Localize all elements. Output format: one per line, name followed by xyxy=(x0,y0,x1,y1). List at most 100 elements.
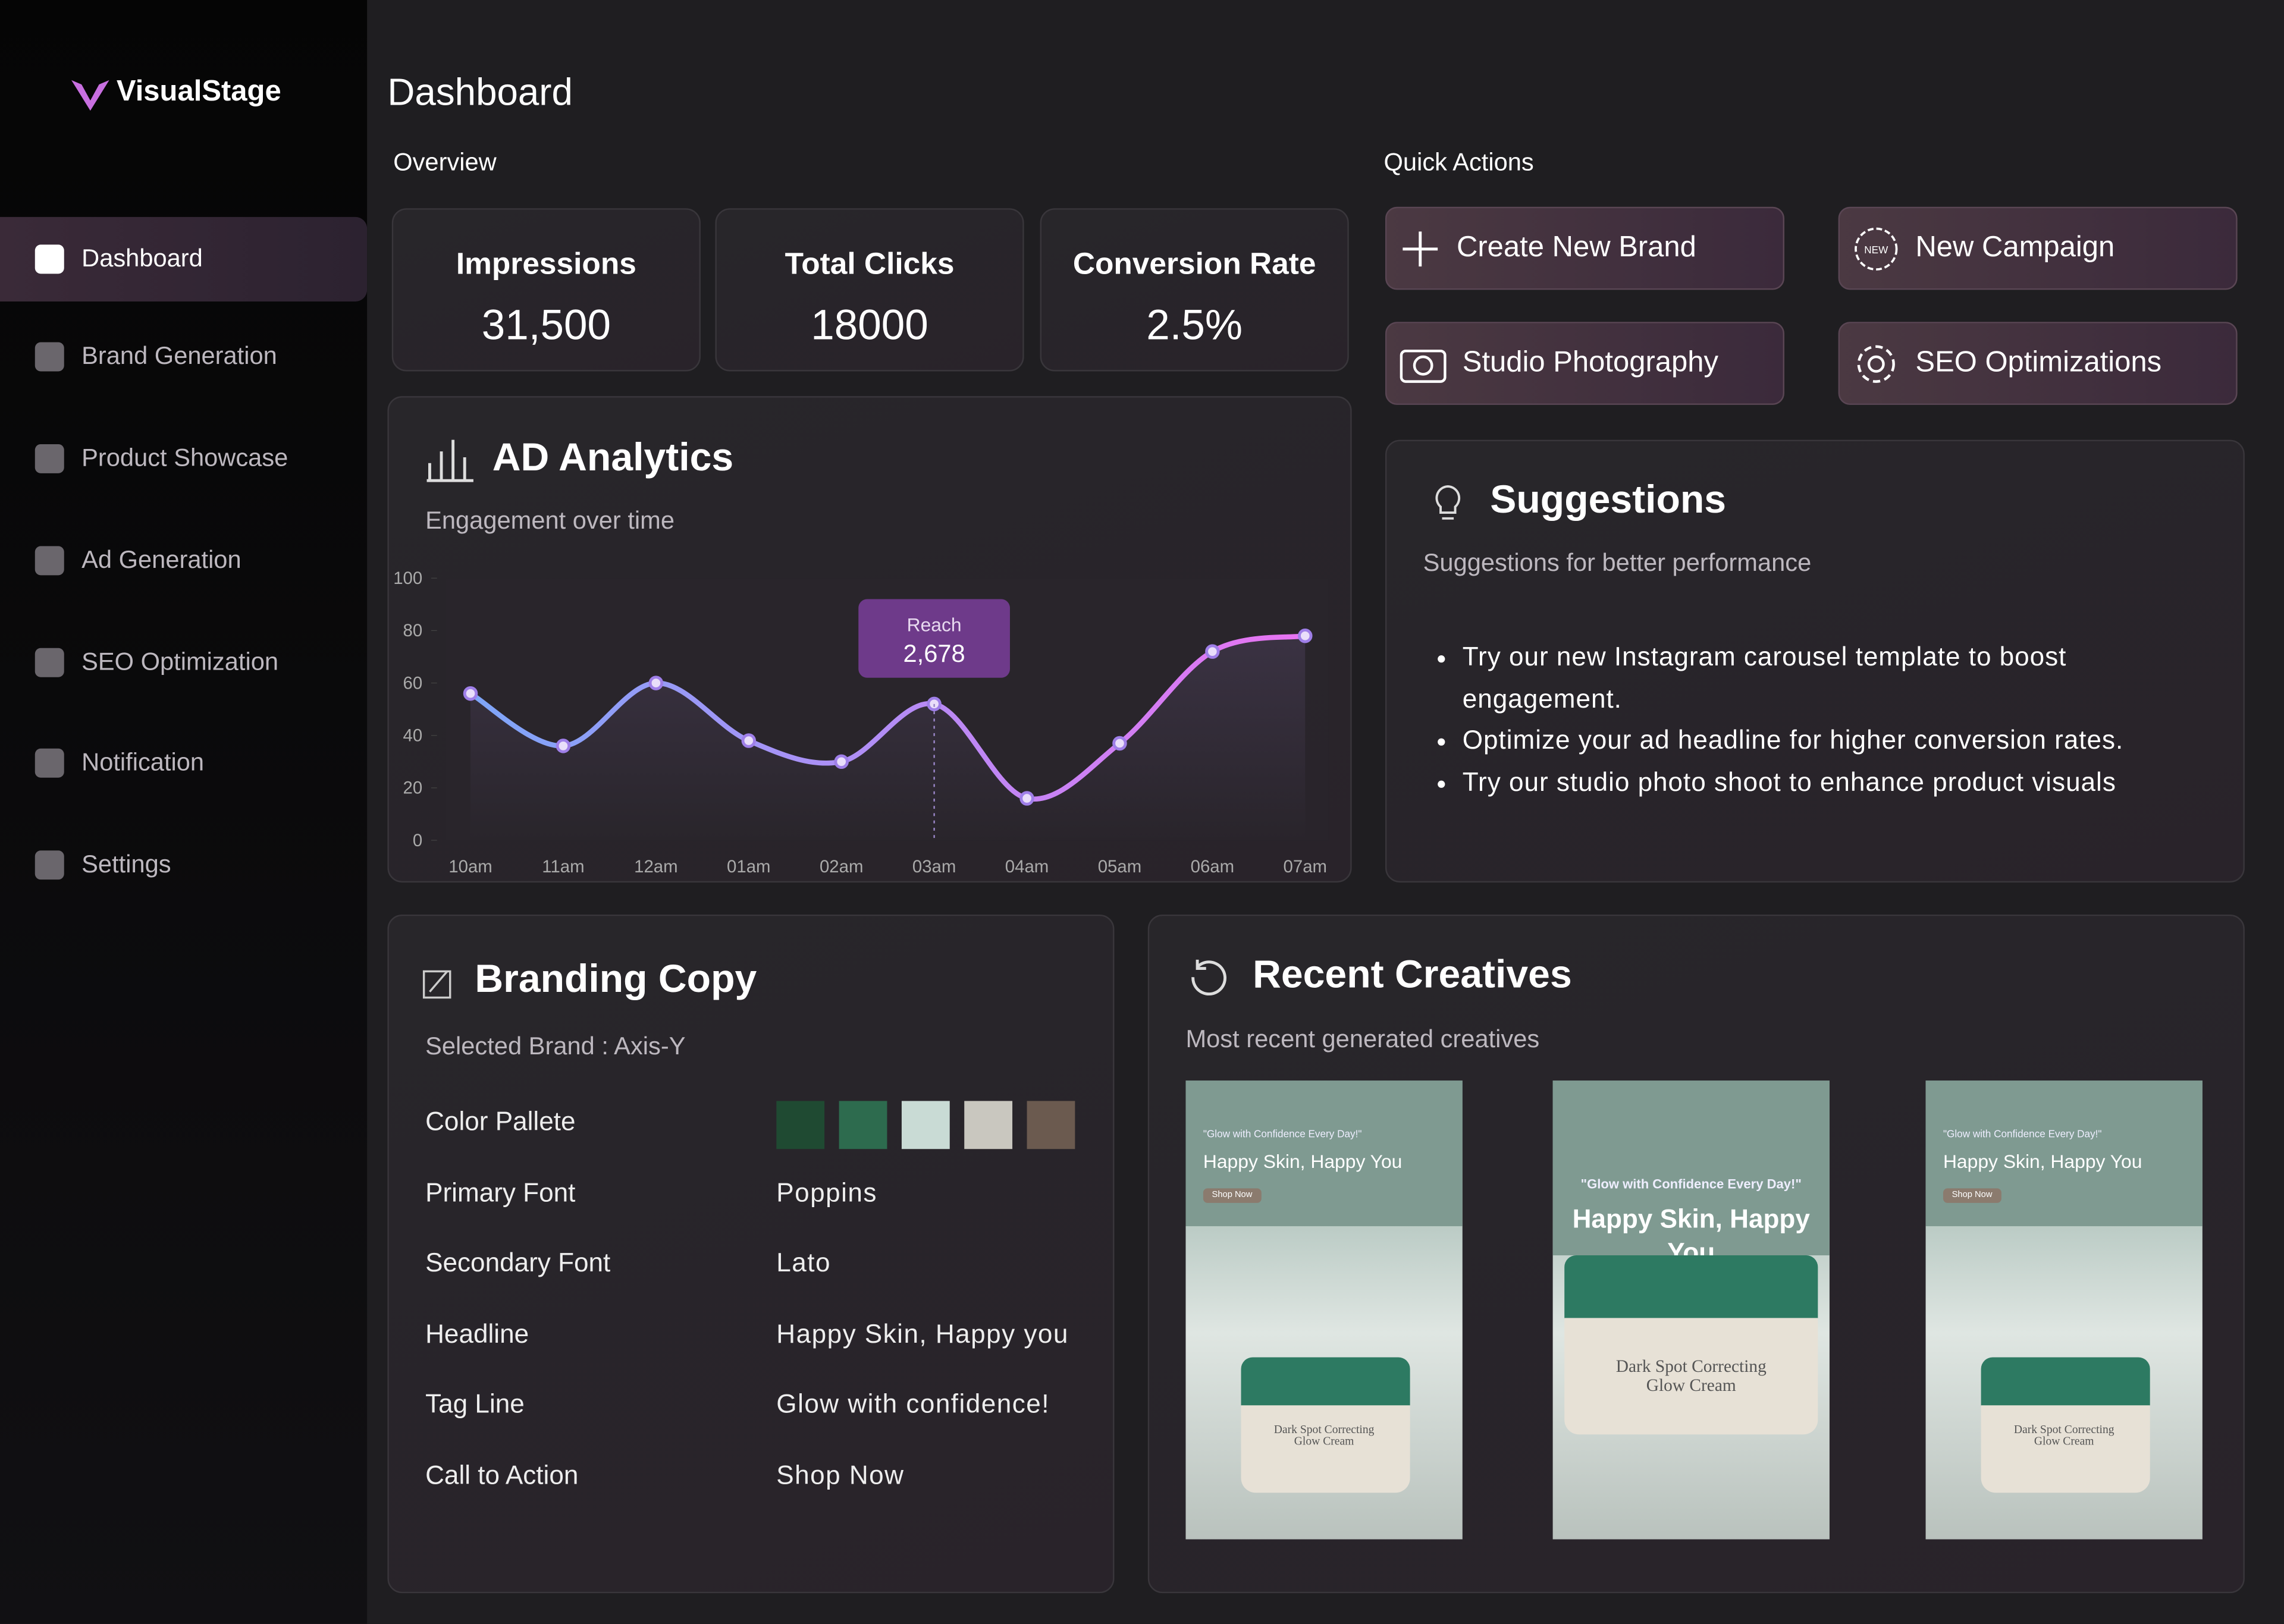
nav-icon xyxy=(34,648,64,677)
product-name: Dark Spot Correcting Glow Cream xyxy=(1615,1356,1767,1395)
row-value: Lato xyxy=(776,1248,831,1278)
product-jar-lid xyxy=(1241,1357,1410,1409)
palette xyxy=(776,1101,1075,1149)
card-title: Recent Creatives xyxy=(1253,952,1572,997)
creative-image[interactable]: "Glow with Confidence Every Day!" Happy S… xyxy=(1185,1080,1463,1540)
button-label: SEO Optimizations xyxy=(1915,346,2162,379)
product-jar xyxy=(1981,1405,2150,1493)
row-label: Tag Line xyxy=(425,1389,525,1419)
stat-label: Conversion Rate xyxy=(1072,247,1316,281)
quick-action-button[interactable]: SEO Optimizations xyxy=(1838,322,2238,405)
product-name: Dark Spot Correcting Glow Cream xyxy=(2013,1422,2114,1449)
icon xyxy=(1857,344,1895,382)
button-label: New Campaign xyxy=(1915,231,2115,264)
color-swatch xyxy=(1027,1101,1075,1149)
creative-panel xyxy=(1552,1080,1830,1256)
creative-tagline: "Glow with Confidence Every Day!" xyxy=(1943,1130,2102,1141)
stat-label: Total Clicks xyxy=(785,247,955,281)
stat-label: Impressions xyxy=(456,247,636,281)
nav-icon xyxy=(34,444,64,473)
nav-item[interactable]: Dashboard xyxy=(0,216,368,301)
section-title: Overview xyxy=(393,148,497,177)
row-label: Headline xyxy=(425,1319,529,1349)
color-swatch xyxy=(839,1101,887,1149)
product-jar xyxy=(1241,1405,1410,1493)
nav-icon xyxy=(34,850,64,880)
creatives-card: Recent Creatives Most recent generated c… xyxy=(1147,914,2245,1594)
suggestion: Optimize your ad headline for higher con… xyxy=(1463,720,2220,761)
brand-name: VisualStage xyxy=(116,76,281,108)
nav-label: Ad Generation xyxy=(81,546,241,574)
button-label: Create New Brand xyxy=(1456,231,1696,264)
nav-label: Notification xyxy=(81,748,205,777)
row-label: Call to Action xyxy=(425,1460,579,1490)
stat-value: 2.5% xyxy=(1146,303,1243,350)
stat-value: 18000 xyxy=(811,303,928,350)
svg-text:NEW: NEW xyxy=(1864,243,1888,255)
suggestion-list: Try our new Instagram carousel template … xyxy=(1404,636,2220,802)
icon: NEW xyxy=(1855,227,1898,270)
creative-image[interactable]: "Glow with Confidence Every Day!" Happy S… xyxy=(1925,1080,2203,1540)
row-value: Shop Now xyxy=(776,1460,905,1490)
logo xyxy=(71,80,109,111)
row-value: Glow with confidence! xyxy=(776,1389,1050,1419)
card-title: AD Analytics xyxy=(492,435,734,479)
nav-item[interactable]: Brand Generation xyxy=(0,315,367,399)
branding-card: Branding Copy Selected Brand : Axis-Y Co… xyxy=(387,914,1115,1594)
nav-label: Brand Generation xyxy=(81,342,277,370)
product-jar-lid xyxy=(1564,1255,1818,1321)
page-title: Dashboard xyxy=(387,70,573,114)
product-jar-lid xyxy=(1981,1357,2150,1409)
card-subtitle: Suggestions for better performance xyxy=(1423,549,1812,577)
sidebar: VisualStage Dashboard Brand Generation Pro… xyxy=(0,0,368,1624)
card-title: Suggestions xyxy=(1490,478,1727,522)
nav-icon xyxy=(34,244,64,274)
analytics-card: AD Analytics Engagement over time xyxy=(387,396,1352,883)
nav-item[interactable]: SEO Optimization xyxy=(0,620,367,705)
row-label: Primary Font xyxy=(425,1178,576,1208)
nav-icon xyxy=(34,748,64,778)
icon xyxy=(1400,348,1447,382)
card-title: Branding Copy xyxy=(475,956,757,1001)
suggestion: Try our studio photo shoot to enhance pr… xyxy=(1463,761,2220,803)
creative-headline: Happy Skin, Happy You xyxy=(1203,1150,1403,1173)
nav-item[interactable]: Settings xyxy=(0,823,367,907)
icon xyxy=(426,439,473,482)
nav-label: Dashboard xyxy=(81,244,203,272)
creative-headline: Happy Skin, Happy You xyxy=(1943,1150,2142,1173)
card-subtitle: Most recent generated creatives xyxy=(1185,1025,1540,1053)
product-name: Dark Spot Correcting Glow Cream xyxy=(1273,1422,1375,1449)
quick-action-button[interactable]: NEW New Campaign xyxy=(1838,206,2238,290)
nav-item[interactable]: Product Showcase xyxy=(0,416,367,501)
creative-image[interactable]: "Glow with Confidence Every Day!" Happy S… xyxy=(1552,1080,1830,1540)
suggestions-card: Suggestions Suggestions for better perfo… xyxy=(1385,439,2245,883)
icon xyxy=(1191,959,1226,996)
color-swatch xyxy=(776,1101,825,1149)
creative-tagline: "Glow with Confidence Every Day!" xyxy=(1580,1176,1802,1192)
nav-icon xyxy=(34,342,64,372)
icon xyxy=(1435,485,1461,520)
stat-card: Impressions 31,500 xyxy=(391,208,701,372)
quick-action-button[interactable]: Studio Photography xyxy=(1385,322,1785,405)
nav-item[interactable]: Notification xyxy=(0,721,367,805)
stat-card: Conversion Rate 2.5% xyxy=(1040,208,1349,372)
row-label: Color Pallete xyxy=(425,1107,576,1136)
button-label: Studio Photography xyxy=(1462,346,1719,379)
suggestion: Try our new Instagram carousel template … xyxy=(1463,636,2220,720)
nav-label: SEO Optimization xyxy=(81,648,279,676)
card-subtitle: Engagement over time xyxy=(425,507,674,535)
card-subtitle: Selected Brand : Axis-Y xyxy=(425,1032,686,1060)
nav-item[interactable]: Ad Generation xyxy=(0,519,367,603)
creative-button: Shop Now xyxy=(1943,1188,2001,1203)
nav-label: Product Showcase xyxy=(81,444,288,472)
stat-card: Total Clicks 18000 xyxy=(715,208,1024,372)
color-swatch xyxy=(964,1101,1013,1149)
nav-icon xyxy=(34,546,64,576)
quick-action-button[interactable]: Create New Brand xyxy=(1385,206,1785,290)
row-label: Secondary Font xyxy=(425,1248,611,1278)
nav-label: Settings xyxy=(81,850,171,878)
row-value: Poppins xyxy=(776,1178,877,1208)
product-jar xyxy=(1564,1318,1818,1435)
